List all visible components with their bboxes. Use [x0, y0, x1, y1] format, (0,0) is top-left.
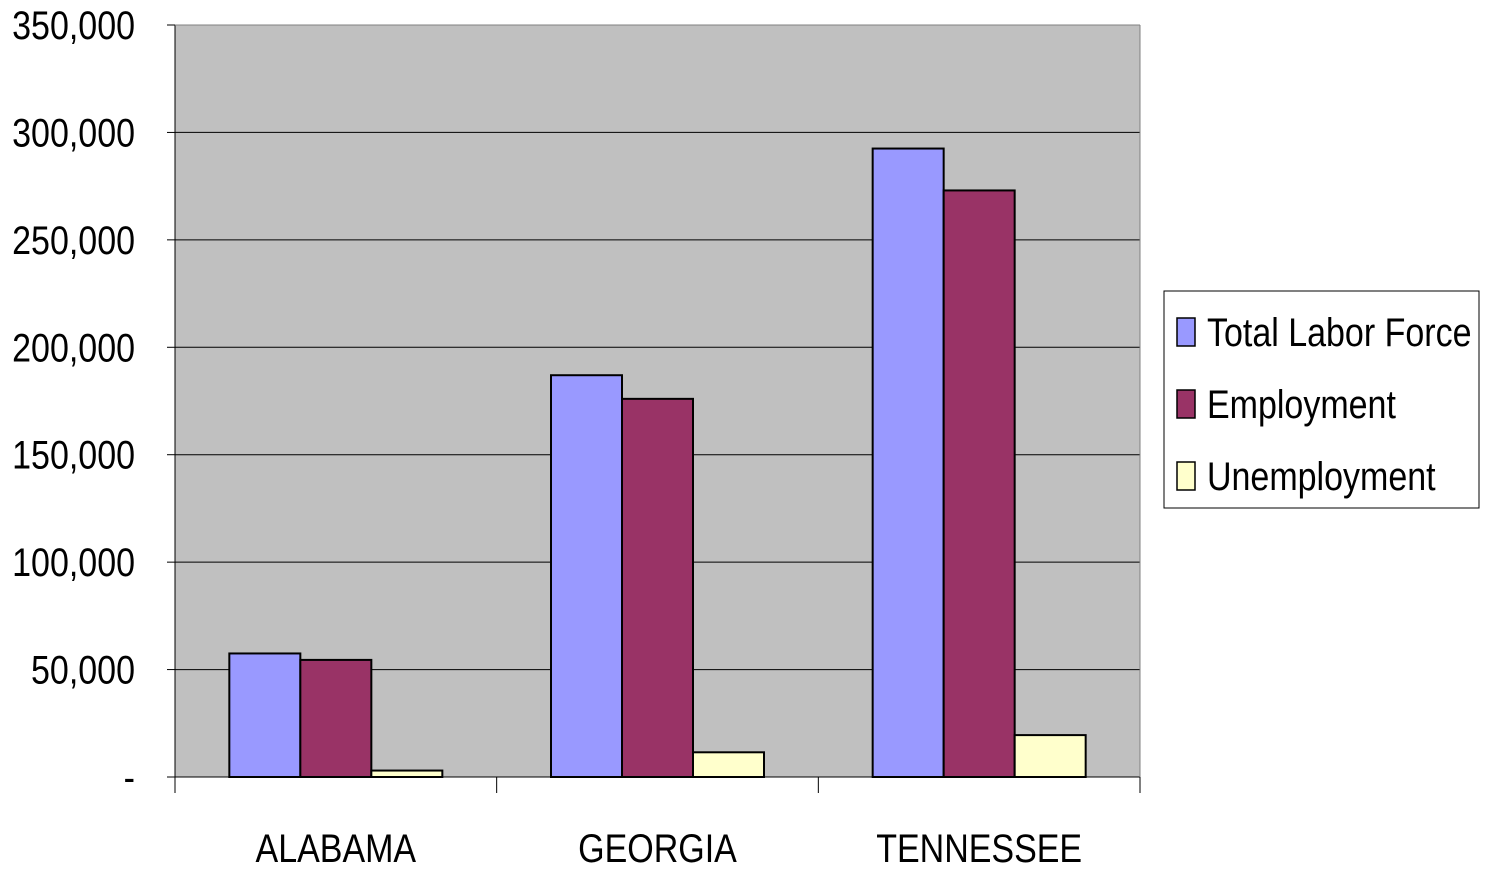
- y-tick-label: 50,000: [31, 647, 135, 692]
- bar-unemployment-alabama: [370, 769, 444, 778]
- x-tick-label: ALABAMA: [256, 825, 417, 870]
- bar-total-labor-force-georgia: [550, 374, 623, 778]
- x-tick-label: GEORGIA: [578, 825, 737, 870]
- y-tick-label: 200,000: [12, 325, 135, 370]
- y-tick-label: 250,000: [12, 217, 135, 262]
- legend-label: Total Labor Force: [1207, 309, 1471, 354]
- bar-employment-alabama: [299, 658, 373, 778]
- legend: Total Labor Force Employment Unemployment: [1163, 290, 1480, 509]
- legend-label: Employment: [1207, 381, 1397, 426]
- x-tick-label: TENNESSEE: [876, 825, 1082, 870]
- legend-swatch: [1176, 317, 1196, 347]
- bar-total-labor-force-tennessee: [871, 147, 945, 779]
- legend-box: [1163, 290, 1480, 509]
- y-tick-label: 150,000: [12, 432, 135, 477]
- legend-swatch: [1176, 461, 1196, 491]
- bar-total-labor-force-alabama: [228, 652, 302, 779]
- bars: [228, 147, 1087, 779]
- y-tick-label: -: [124, 754, 135, 799]
- bar-unemployment-tennessee: [1013, 734, 1087, 778]
- y-tick-label: 350,000: [12, 2, 135, 47]
- y-tick-label: 300,000: [12, 110, 135, 155]
- legend-label: Unemployment: [1207, 453, 1436, 498]
- axes: - 50,000 100,000 150,000 200,000 250,000 300,0…: [12, 2, 1141, 870]
- bar-unemployment-georgia: [692, 751, 765, 779]
- y-tick-label: 100,000: [12, 540, 135, 585]
- legend-swatch: [1176, 389, 1196, 419]
- bar-employment-tennessee: [942, 189, 1016, 778]
- bar-employment-georgia: [621, 397, 694, 778]
